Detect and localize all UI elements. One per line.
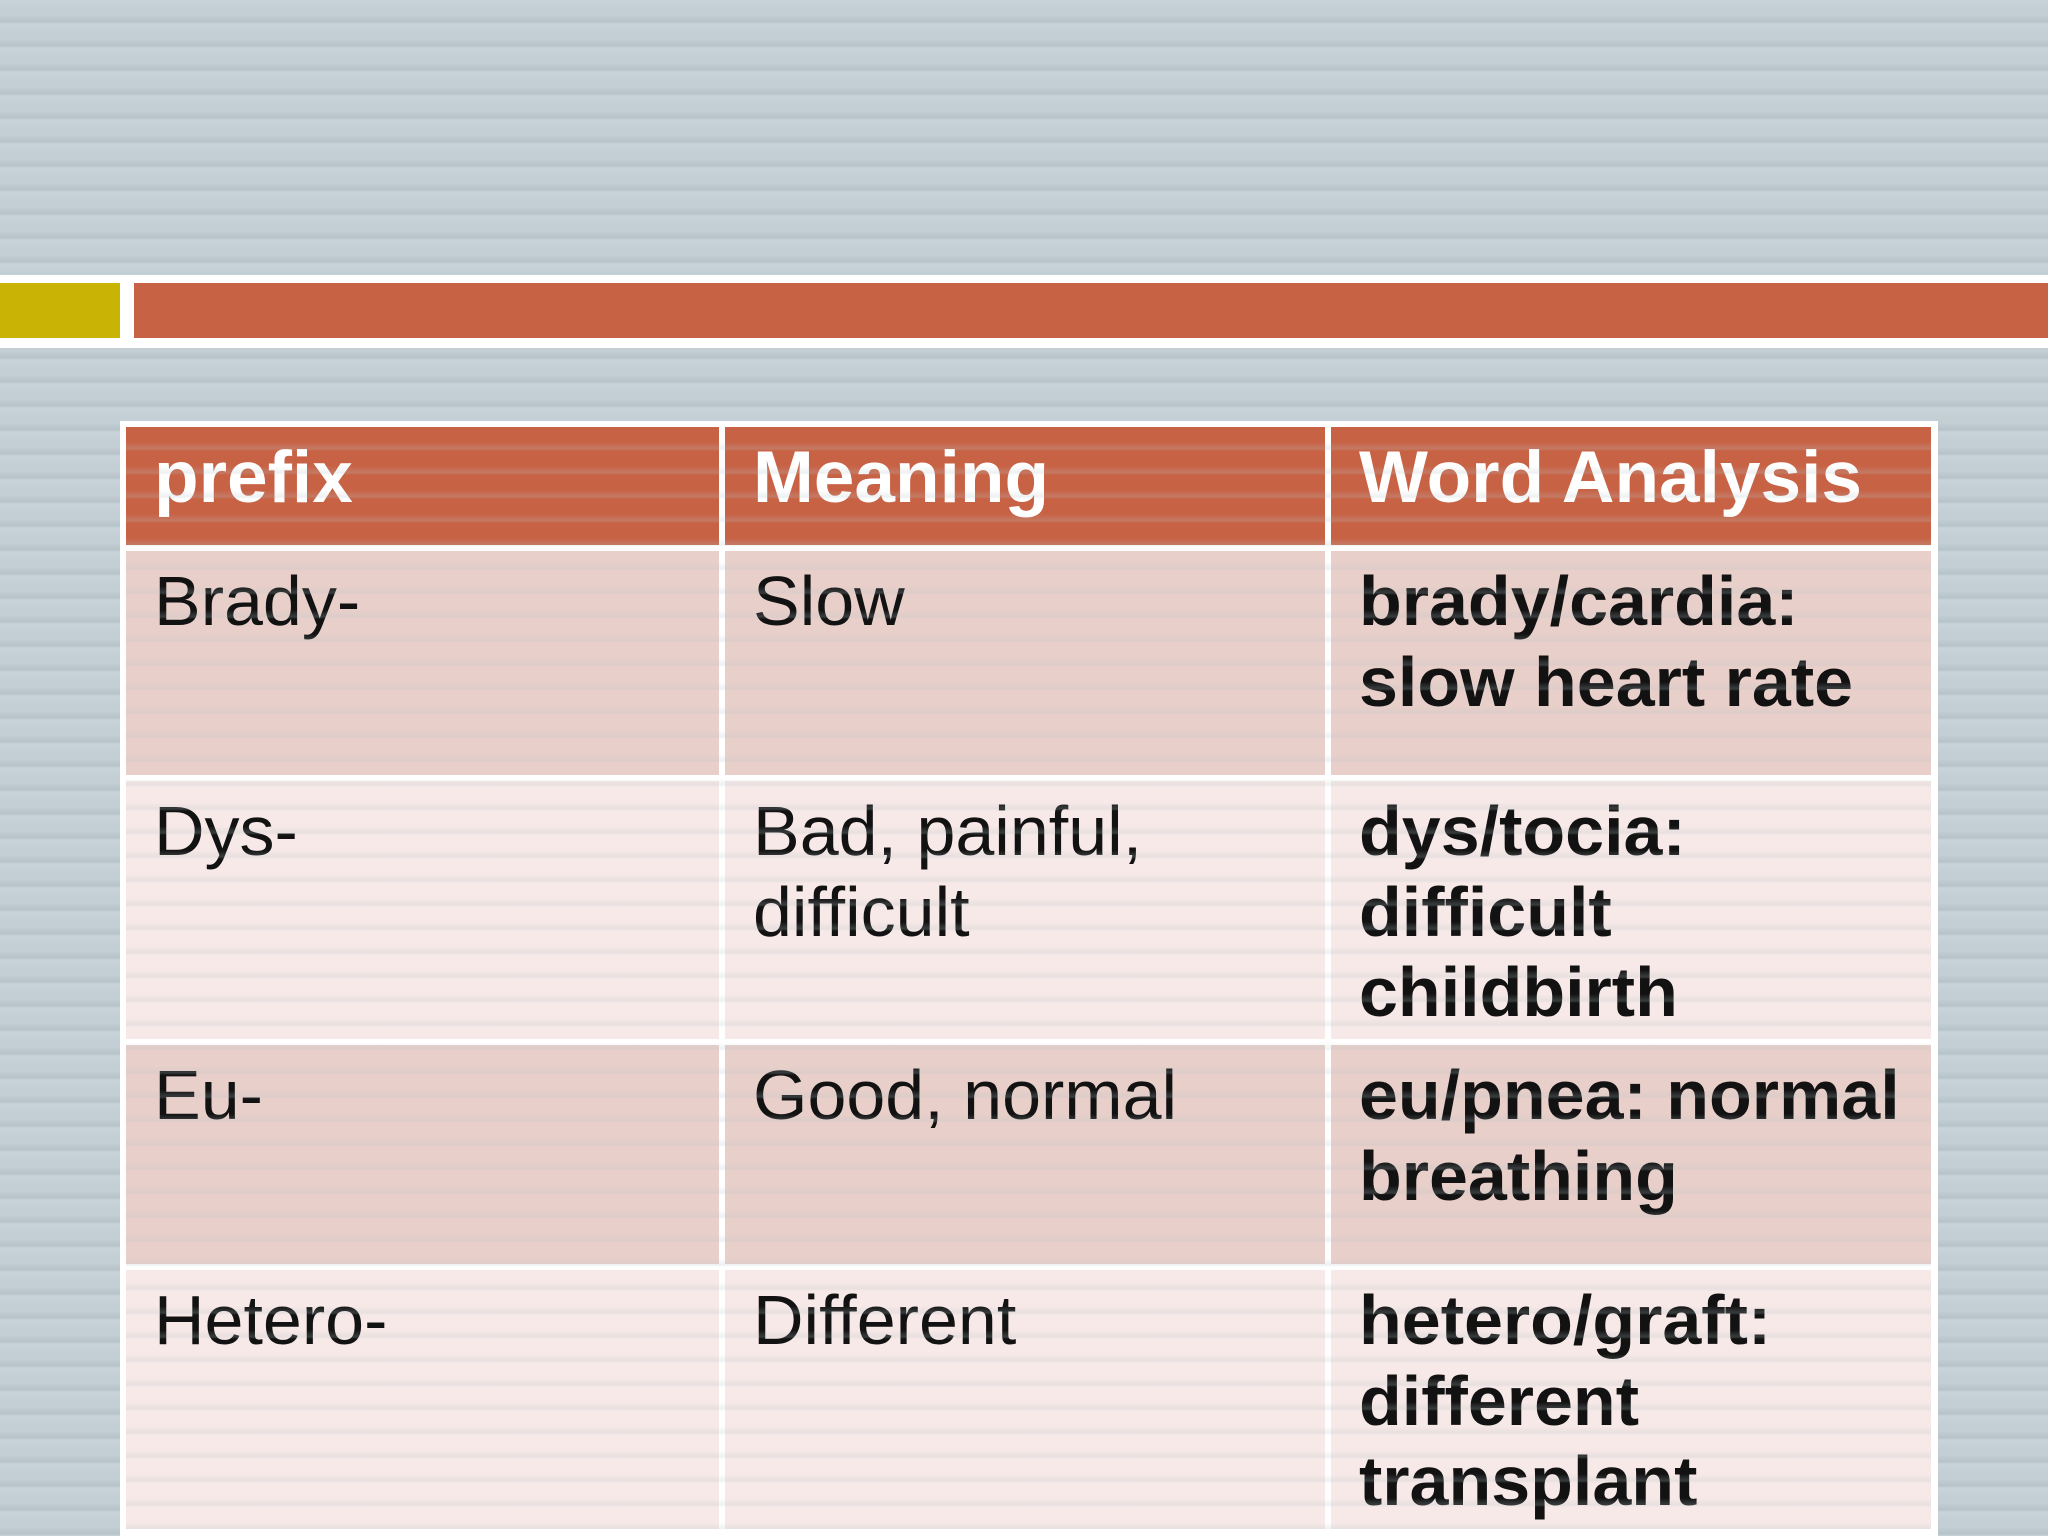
cell-word-analysis: eu/pnea: normal breathing bbox=[1331, 1045, 1931, 1264]
prefix-vocabulary-table: prefix Meaning Word Analysis Brady- Slow… bbox=[120, 421, 1938, 1536]
cell-word-analysis: brady/cardia: slow heart rate bbox=[1331, 551, 1931, 775]
cell-word-analysis: hetero/graft: different transplant bbox=[1331, 1270, 1931, 1529]
cell-prefix: Eu- bbox=[126, 1045, 719, 1264]
cell-prefix: Brady- bbox=[126, 551, 719, 775]
accent-bar bbox=[134, 283, 2048, 338]
cell-meaning: Bad, painful, difficult bbox=[725, 781, 1325, 1039]
header-cell-prefix: prefix bbox=[126, 427, 719, 545]
accent-square bbox=[0, 283, 120, 338]
cell-meaning: Different bbox=[725, 1270, 1325, 1529]
cell-prefix: Hetero- bbox=[126, 1270, 719, 1529]
title-band bbox=[0, 275, 2048, 348]
cell-word-analysis: dys/tocia: difficult childbirth bbox=[1331, 781, 1931, 1039]
cell-meaning: Good, normal bbox=[725, 1045, 1325, 1264]
header-cell-meaning: Meaning bbox=[725, 427, 1325, 545]
header-cell-word-analysis: Word Analysis bbox=[1331, 427, 1931, 545]
cell-meaning: Slow bbox=[725, 551, 1325, 775]
cell-prefix: Dys- bbox=[126, 781, 719, 1039]
